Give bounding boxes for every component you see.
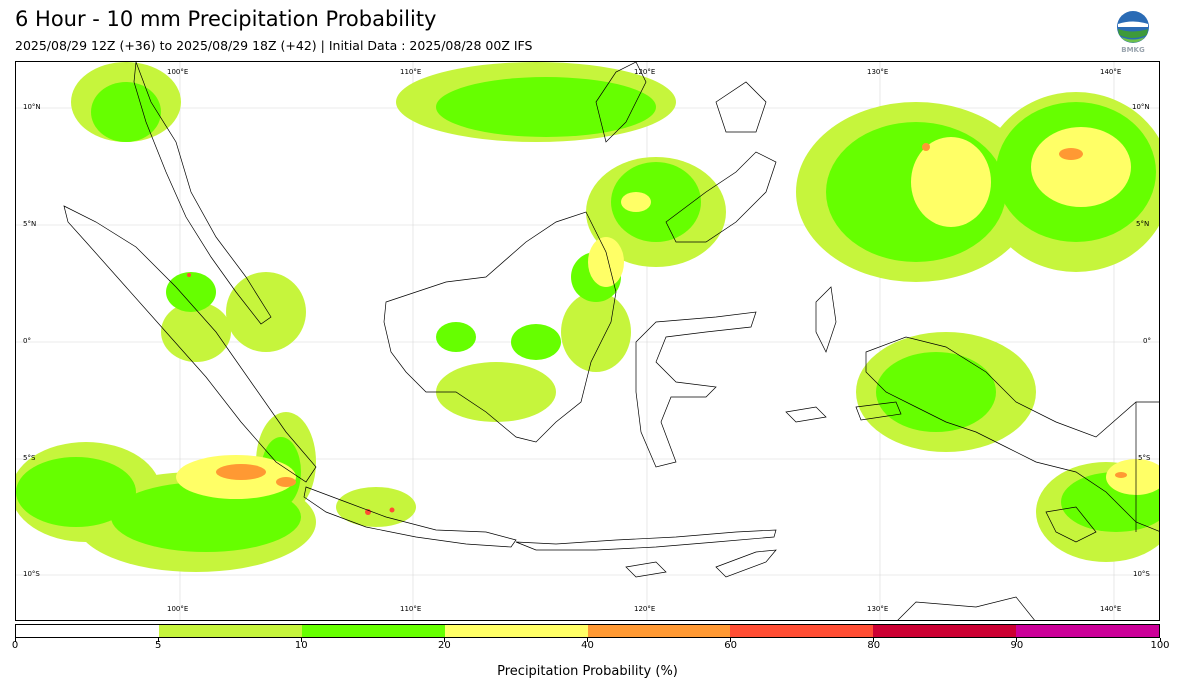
coastlines — [63, 62, 1159, 620]
lon-label: 100°E — [167, 605, 189, 613]
lat-label: 5°S — [1138, 454, 1151, 462]
colorbar-bin — [1016, 625, 1159, 637]
lat-label: 0° — [23, 337, 31, 345]
colorbar-tick-label: 90 — [1010, 640, 1024, 651]
map-subtitle: 2025/08/29 12Z (+36) to 2025/08/29 18Z (… — [15, 38, 533, 53]
lon-label: 110°E — [400, 68, 422, 76]
lat-label: 10°S — [23, 570, 40, 578]
colorbar-tick-label: 40 — [581, 640, 594, 651]
lon-label: 140°E — [1100, 68, 1122, 76]
colorbar-tick-label: 0 — [11, 640, 19, 651]
lat-label: 5°N — [1136, 220, 1150, 228]
colorbar-tick-label: 20 — [438, 640, 451, 651]
colorbar-tick-mark — [300, 638, 302, 642]
colorbar-tick-mark — [1159, 638, 1161, 642]
lat-label: 0° — [1143, 337, 1151, 345]
colorbar — [15, 624, 1160, 638]
colorbar-bin — [730, 625, 874, 637]
map-title: 6 Hour - 10 mm Precipitation Probability — [15, 7, 437, 31]
precipitation-map: 100°E 110°E 120°E 130°E 140°E 100°E 110°… — [15, 61, 1160, 621]
colorbar-bin — [158, 625, 302, 637]
colorbar-bin — [444, 625, 588, 637]
lon-label: 130°E — [867, 605, 889, 613]
colorbar-bin — [873, 625, 1017, 637]
lat-label: 10°S — [1133, 570, 1150, 578]
lon-label: 130°E — [867, 68, 889, 76]
colorbar-tick-label: 60 — [724, 640, 737, 651]
colorbar-tick-mark — [730, 638, 732, 642]
bmkg-logo-icon: BMKG — [1115, 10, 1151, 54]
colorbar-tick-mark — [14, 638, 16, 642]
colorbar-tick-mark — [587, 638, 588, 642]
lon-label: 120°E — [634, 68, 656, 76]
colorbar-tick-label: 80 — [867, 640, 881, 651]
colorbar-bin — [301, 625, 445, 637]
colorbar-bin — [16, 625, 159, 637]
colorbar-bin — [587, 625, 731, 637]
colorbar-tick-label: 100 — [1150, 640, 1170, 651]
lon-label: 120°E — [634, 605, 656, 613]
lat-label: 10°N — [23, 103, 41, 111]
logo-text: BMKG — [1121, 46, 1145, 54]
lat-label: 10°N — [1132, 103, 1150, 111]
map-canvas — [16, 62, 1159, 620]
colorbar-tick-mark — [443, 638, 445, 642]
colorbar-tick-label: 10 — [294, 640, 308, 651]
lon-label: 140°E — [1100, 605, 1122, 613]
lat-label: 5°N — [23, 220, 37, 228]
colorbar-tick-mark — [873, 638, 875, 642]
lon-label: 100°E — [167, 68, 189, 76]
lat-label: 5°S — [23, 454, 36, 462]
colorbar-tick-mark — [1016, 638, 1018, 642]
prob-40-60-field — [216, 143, 1127, 487]
colorbar-tick-mark — [157, 638, 159, 642]
colorbar-label: Precipitation Probability (%) — [497, 664, 678, 679]
lon-label: 110°E — [400, 605, 422, 613]
colorbar-tick-label: 5 — [154, 640, 162, 651]
